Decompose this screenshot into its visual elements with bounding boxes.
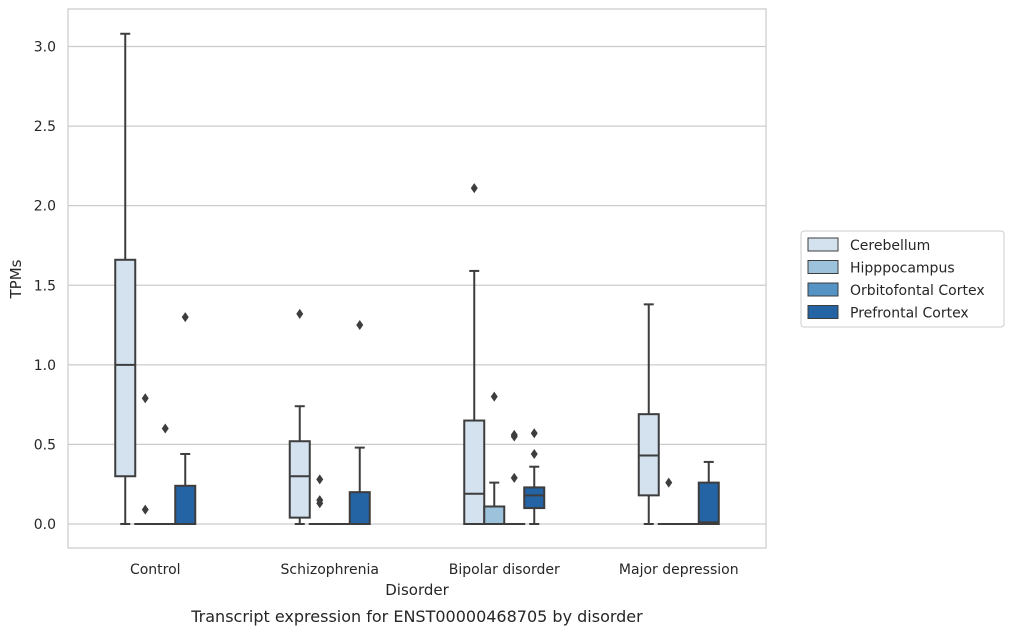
legend-label: Cerebellum: [850, 238, 930, 254]
outlier-marker: [665, 477, 673, 488]
legend-swatch: [807, 282, 839, 297]
legend-swatch: [807, 260, 839, 274]
outlier-marker: [181, 312, 189, 323]
x-tick-label: Major depression: [619, 562, 739, 578]
outlier-marker: [530, 428, 538, 439]
y-tick-label: 0.5: [34, 437, 56, 453]
x-tick-label: Control: [130, 562, 181, 578]
box-1-1: [308, 474, 331, 526]
legend-frame: [800, 230, 1005, 328]
x-axis-label: Disorder: [385, 581, 449, 599]
box-body: [348, 491, 371, 525]
box-3-3: [697, 460, 720, 526]
box-body: [523, 486, 546, 510]
outlier-marker: [530, 448, 538, 459]
y-tick-label: 1.0: [34, 358, 56, 374]
x-tick-label: Schizophrenia: [281, 562, 379, 578]
outlier-marker: [316, 474, 324, 485]
box-2-2: [503, 429, 526, 526]
outlier-marker: [510, 431, 518, 442]
y-tick-label: 3.0: [34, 40, 56, 56]
outlier-marker: [510, 472, 518, 483]
legend-label: Prefrontal Cortex: [850, 306, 969, 322]
outlier-marker: [141, 504, 149, 515]
box-1-2: [483, 391, 506, 526]
box-body: [174, 484, 197, 525]
y-tick-label: 1.5: [34, 278, 56, 294]
plot-frame: [67, 8, 767, 549]
box-3-1: [348, 320, 371, 525]
outlier-marker: [296, 308, 304, 319]
y-tick-label: 2.0: [34, 199, 56, 215]
x-tick-label: Bipolar disorder: [449, 562, 560, 578]
outlier-marker: [316, 498, 324, 509]
y-tick-label: 0.0: [34, 517, 56, 533]
box-body: [288, 440, 311, 519]
outlier-marker: [356, 320, 364, 331]
legend-label: Orbitofontal Cortex: [850, 283, 985, 299]
box-0-1: [288, 308, 311, 525]
outlier-marker: [161, 423, 169, 434]
chart-caption: Transcript expression for ENST0000046870…: [190, 607, 643, 626]
legend-swatch: [807, 305, 839, 319]
box-2-0: [154, 423, 177, 526]
y-axis-ticks: 0.0 0.5 1.0 1.5 2.0 2.5 3.0: [34, 40, 56, 534]
box-0-0: [114, 32, 137, 525]
outlier-marker: [141, 393, 149, 404]
x-axis-ticks: Control Schizophrenia Bipolar disorder Majo…: [130, 562, 739, 578]
box-body: [697, 481, 720, 526]
y-tick-label: 2.5: [34, 119, 56, 135]
box-body: [463, 419, 486, 525]
box-groups: [114, 32, 720, 526]
legend-label: Hipppocampus: [850, 261, 955, 277]
box-3-0: [174, 312, 197, 525]
box-0-3: [637, 303, 660, 525]
y-axis-label: TPMs: [7, 259, 25, 299]
box-3-2: [523, 428, 546, 525]
box-body: [114, 258, 137, 478]
legend-swatch: [807, 237, 839, 252]
outlier-marker: [470, 183, 478, 194]
box-0-2: [463, 183, 486, 525]
outlier-marker: [490, 391, 498, 402]
box-body: [483, 505, 506, 526]
legend: Cerebellum Hipppocampus Orbitofontal Corte…: [800, 230, 1005, 328]
